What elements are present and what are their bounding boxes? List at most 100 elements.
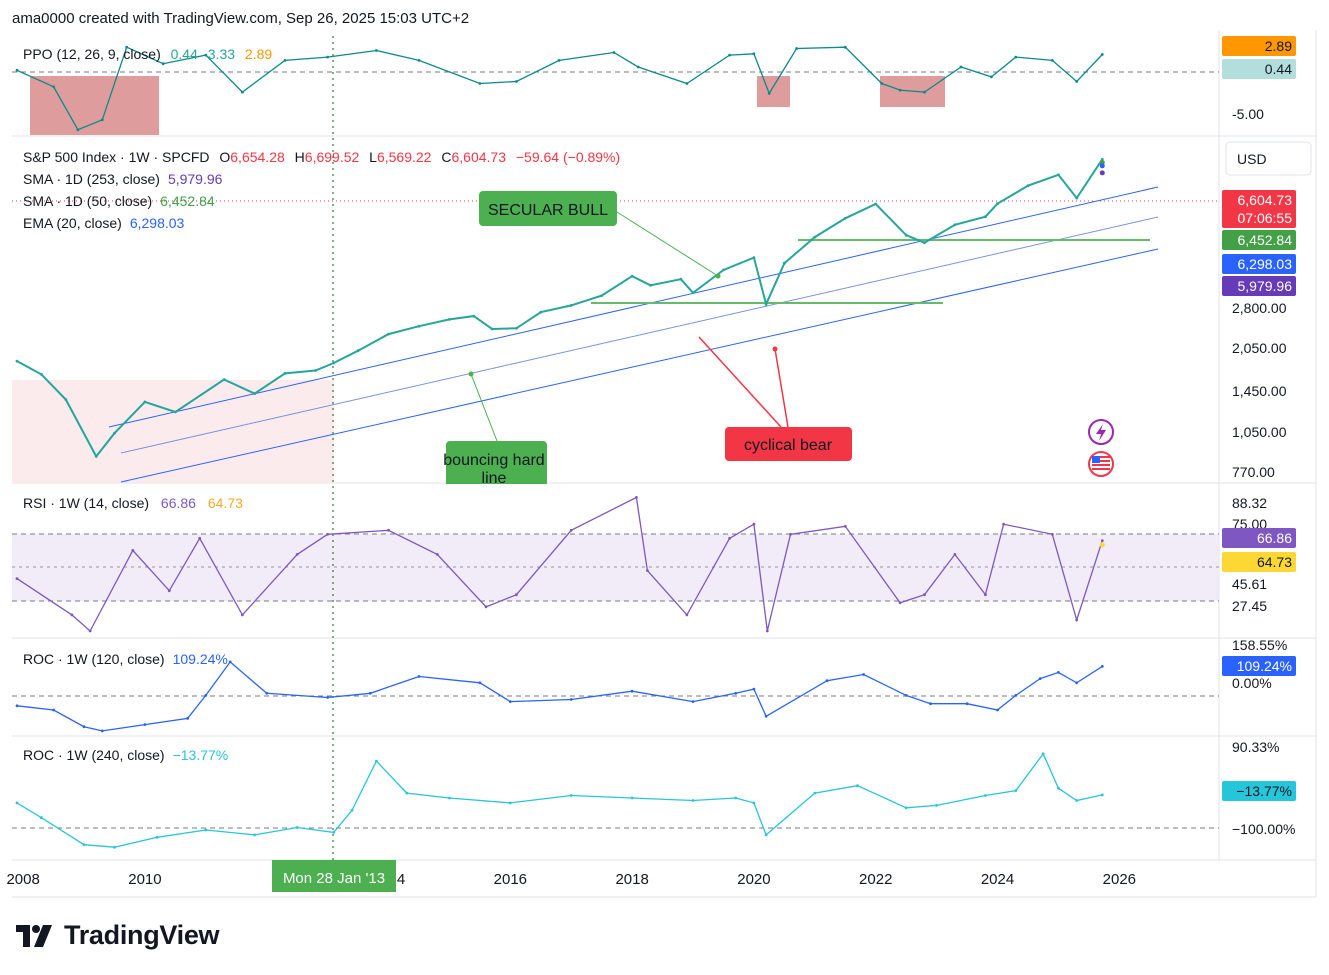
ppo-data-point xyxy=(76,128,80,132)
ppo-data-point xyxy=(1100,53,1104,56)
rsi-data-point xyxy=(953,553,957,556)
ppo-data-point xyxy=(241,90,244,94)
roc240-data-point xyxy=(630,796,634,800)
svg-text:0.44: 0.44 xyxy=(1265,61,1292,77)
secular-bull-box xyxy=(479,191,617,226)
rsi-data-point xyxy=(635,496,638,499)
roc240-data-point xyxy=(350,808,354,812)
rsi-data-point xyxy=(923,593,926,597)
roc240-data-point xyxy=(82,843,86,847)
rsi-data-point xyxy=(646,569,649,572)
us-flag-icon[interactable] xyxy=(1088,451,1114,477)
ppo-data-point xyxy=(283,59,287,62)
price-data-point xyxy=(953,223,957,227)
rsi-axis-label: 45.61 xyxy=(1232,576,1267,592)
price-data-point xyxy=(649,283,652,287)
x-axis-label: 2018 xyxy=(615,871,648,888)
rsi-data-point xyxy=(167,589,171,593)
ppo-data-point xyxy=(923,90,926,94)
rsi-value-badge: 64.73 xyxy=(1222,552,1296,572)
rsi-data-point xyxy=(1075,618,1079,622)
x-axis: 200820102014201620182020202220242026 xyxy=(6,871,1136,888)
roc120-data-point xyxy=(569,698,573,701)
price-data-point xyxy=(764,302,768,306)
price-data-point xyxy=(143,400,147,404)
roc240-data-point xyxy=(813,791,817,795)
svg-text:64.73: 64.73 xyxy=(1257,554,1292,570)
x-axis-label: 2024 xyxy=(981,871,1014,888)
roc240-data-point xyxy=(405,791,409,795)
bull-callout-line xyxy=(616,211,719,277)
price-data-point xyxy=(904,233,908,237)
series-layer xyxy=(15,45,1105,849)
svg-text:6,452.84: 6,452.84 xyxy=(1238,232,1293,248)
lightning-icon[interactable] xyxy=(1088,419,1114,445)
tradingview-logo[interactable]: TradingView xyxy=(16,920,220,951)
price-data-point xyxy=(691,291,695,295)
roc240-axis-label: −100.00% xyxy=(1232,821,1295,837)
roc120-data-point xyxy=(228,660,232,664)
rsi-data-point xyxy=(1002,522,1005,526)
rsi-data-point xyxy=(728,536,731,540)
rsi-data-point xyxy=(70,613,74,617)
roc120-data-point xyxy=(1075,681,1079,685)
roc240-data-point xyxy=(734,796,738,800)
pane-separators xyxy=(12,30,1317,898)
bounce-callout-dot xyxy=(468,371,474,377)
roc240-data-point xyxy=(295,826,299,829)
price-data-point xyxy=(253,392,256,395)
roc240-data-point xyxy=(448,796,451,800)
price-data-point xyxy=(417,324,421,328)
roc120-data-point xyxy=(752,687,756,691)
svg-text:2.89: 2.89 xyxy=(1265,38,1292,54)
roc120-data-point xyxy=(1057,671,1060,674)
price-data-point xyxy=(874,202,878,206)
currency-button[interactable]: USD xyxy=(1225,141,1312,176)
roc240-data-point xyxy=(1075,799,1079,802)
rsi-last-value-point-1 xyxy=(1099,542,1105,548)
price-axis-label: 1,450.00 xyxy=(1232,383,1287,399)
roc120-data-point xyxy=(630,689,634,693)
ppo-value-badge: 2.89 xyxy=(1222,36,1296,56)
price-data-point xyxy=(356,349,360,353)
roc120-data-point xyxy=(326,696,329,699)
bear-callout-line xyxy=(774,348,789,428)
roc240-data-point xyxy=(569,794,573,797)
channel-middle-line xyxy=(120,216,1159,454)
price-data-point xyxy=(15,359,19,363)
price-last-value-point-1 xyxy=(1099,170,1105,176)
ppo-data-point xyxy=(375,49,378,52)
price-last-value-point-3 xyxy=(1099,163,1105,169)
price-data-point xyxy=(679,277,683,281)
roc120-data-point xyxy=(82,725,86,729)
price-data-point xyxy=(813,235,817,239)
ppo-data-point xyxy=(326,55,329,59)
pane-mask xyxy=(440,484,560,498)
roc120-data-point xyxy=(186,717,190,720)
price-value-badge: 6,298.03 xyxy=(1222,254,1296,274)
roc120-data-point xyxy=(15,704,19,708)
legends: PPO (12, 26, 9, close) 0.44 3.33 2.89 S&… xyxy=(23,46,620,763)
bear-callout-line xyxy=(698,336,782,428)
price-data-point xyxy=(472,314,476,318)
price-axis-label: 1,050.00 xyxy=(1232,424,1287,440)
price-data-point xyxy=(752,256,756,259)
roc240-data-point xyxy=(1100,793,1104,797)
ppo-data-point xyxy=(15,68,19,72)
bear-zone-highlight xyxy=(12,380,334,483)
channel-lower-line xyxy=(120,248,1159,483)
secular-bull-label: SECULAR BULL xyxy=(488,202,608,219)
roc240-data-point xyxy=(253,833,256,837)
roc120-data-point xyxy=(825,679,829,683)
price-data-point xyxy=(722,268,725,272)
attribution-text: ama0000 created with TradingView.com, Se… xyxy=(12,10,470,27)
x-axis-label: 2020 xyxy=(737,871,770,888)
price-data-point xyxy=(64,398,68,401)
roc120-data-point xyxy=(204,694,208,697)
roc240-data-point xyxy=(904,806,908,810)
price-data-point xyxy=(515,326,518,330)
annotations[interactable]: SECULAR BULL bouncing hard line cyclical … xyxy=(440,191,852,498)
x-axis-label: 2016 xyxy=(494,871,527,888)
rsi-data-point xyxy=(484,605,488,609)
